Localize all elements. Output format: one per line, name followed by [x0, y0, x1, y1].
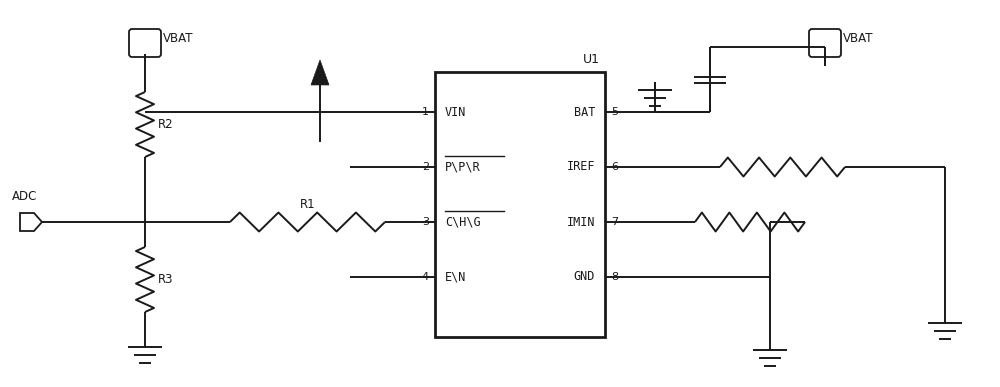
- Polygon shape: [20, 213, 42, 231]
- FancyBboxPatch shape: [129, 29, 161, 57]
- Text: IMIN: IMIN: [566, 216, 595, 228]
- Text: IREF: IREF: [566, 161, 595, 173]
- Text: R2: R2: [158, 118, 174, 131]
- Text: 2: 2: [422, 162, 429, 172]
- Bar: [435, 72, 605, 337]
- Text: C\H\G: C\H\G: [445, 216, 481, 228]
- Text: VBAT: VBAT: [843, 32, 874, 45]
- Text: U1: U1: [583, 53, 600, 66]
- Text: ADC: ADC: [12, 190, 38, 203]
- Text: 5: 5: [611, 107, 618, 117]
- Text: BAT: BAT: [574, 106, 595, 118]
- Polygon shape: [311, 60, 329, 85]
- FancyBboxPatch shape: [809, 29, 841, 57]
- Text: R1: R1: [300, 198, 315, 211]
- Text: VIN: VIN: [445, 106, 466, 118]
- Text: GND: GND: [574, 271, 595, 284]
- Text: 8: 8: [611, 272, 618, 282]
- Text: P\P\R: P\P\R: [445, 161, 481, 173]
- Text: R3: R3: [158, 273, 174, 286]
- Text: 4: 4: [422, 272, 429, 282]
- Text: 6: 6: [611, 162, 618, 172]
- Text: 3: 3: [422, 217, 429, 227]
- Text: VBAT: VBAT: [163, 32, 194, 45]
- Text: E\N: E\N: [445, 271, 466, 284]
- Text: 1: 1: [422, 107, 429, 117]
- Text: 7: 7: [611, 217, 618, 227]
